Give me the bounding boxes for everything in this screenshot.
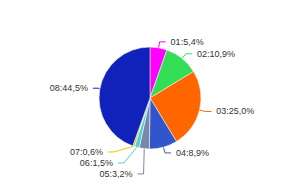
svg-text:08:44,5%: 08:44,5% — [50, 83, 88, 93]
svg-text:03:25,0%: 03:25,0% — [216, 106, 254, 116]
svg-text:01:5,4%: 01:5,4% — [171, 37, 204, 47]
svg-text:02:10,9%: 02:10,9% — [197, 49, 235, 59]
svg-text:06:1,5%: 06:1,5% — [80, 158, 113, 168]
svg-text:04:8,9%: 04:8,9% — [176, 148, 209, 158]
svg-text:05:3,2%: 05:3,2% — [100, 169, 133, 179]
svg-text:07:0,6%: 07:0,6% — [70, 147, 103, 157]
